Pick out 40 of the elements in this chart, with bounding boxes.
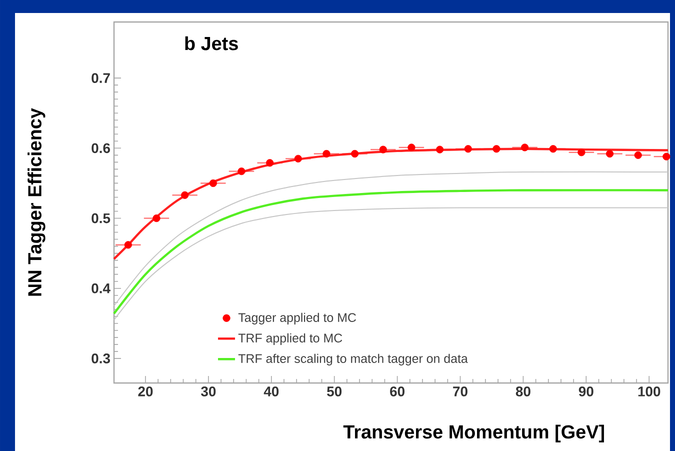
point xyxy=(408,144,416,152)
point xyxy=(436,146,444,154)
x-tick-label: 30 xyxy=(200,386,216,396)
x-tick-label: 90 xyxy=(578,386,594,396)
y-tick-label: 0.6 xyxy=(92,143,110,154)
point xyxy=(520,144,529,152)
point xyxy=(209,179,217,188)
legend-label: TRF after scaling to match tagger on data xyxy=(238,354,468,366)
point xyxy=(464,145,472,153)
legend-label: Tagger applied to MC xyxy=(238,312,356,324)
point xyxy=(181,191,189,199)
point xyxy=(492,145,500,153)
point xyxy=(322,150,330,158)
point xyxy=(549,145,557,153)
point xyxy=(351,150,359,158)
y-axis-title: NN Tagger Efficiency xyxy=(28,108,46,296)
point xyxy=(238,167,246,176)
point xyxy=(266,159,274,167)
point xyxy=(152,214,160,222)
point xyxy=(578,148,586,156)
x-axis-title: Transverse Momentum [GeV] xyxy=(343,424,604,442)
x-tick-label: 80 xyxy=(516,386,530,396)
y-tick-label: 0.4 xyxy=(92,283,110,294)
point xyxy=(634,151,642,159)
point xyxy=(606,150,614,158)
line-series xyxy=(114,171,668,306)
x-tick-label: 20 xyxy=(138,386,153,396)
point xyxy=(379,146,387,154)
x-tick-label: 50 xyxy=(327,386,342,396)
x-tick-label: 70 xyxy=(453,386,468,396)
x-tick-label: 40 xyxy=(264,386,279,396)
legend-label: TRF applied to MC xyxy=(238,333,342,345)
point xyxy=(294,154,302,162)
y-tick-label: 0.3 xyxy=(92,353,110,364)
x-tick-label: 100 xyxy=(638,386,660,396)
y-tick-label: 0.5 xyxy=(92,213,110,224)
text: b Jets xyxy=(185,36,238,50)
y-tick-label: 0.7 xyxy=(92,73,110,84)
x-tick-label: 60 xyxy=(390,386,404,396)
point xyxy=(124,241,132,249)
